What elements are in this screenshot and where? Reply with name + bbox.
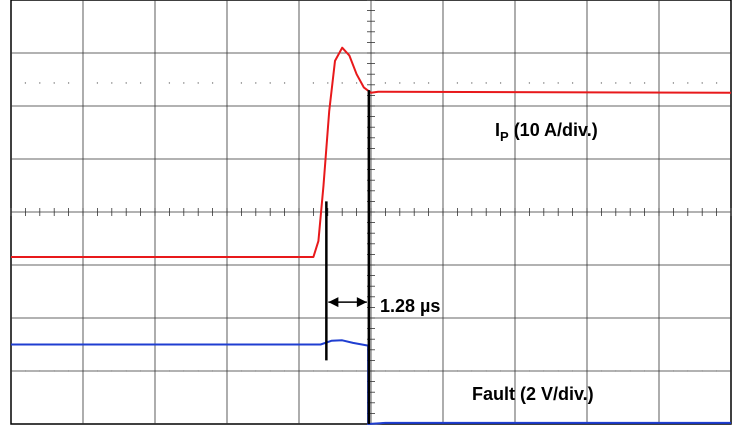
reference-dot <box>672 82 675 84</box>
reference-dot <box>571 370 574 372</box>
reference-dot <box>615 370 617 372</box>
reference-dot <box>341 370 343 372</box>
reference-dot <box>183 370 185 372</box>
reference-dot <box>456 82 459 84</box>
reference-dot <box>125 82 127 84</box>
reference-dot <box>355 370 358 372</box>
reference-dot <box>255 370 257 372</box>
reference-dot <box>168 82 171 84</box>
reference-dot <box>629 370 631 372</box>
reference-dot <box>183 82 185 84</box>
reference-dot <box>687 82 689 84</box>
reference-dot <box>53 370 55 372</box>
reference-dot <box>139 370 142 372</box>
interval-arrowhead-right <box>356 297 367 308</box>
reference-dot <box>327 82 329 84</box>
reference-dot <box>312 82 315 84</box>
reference-dot <box>24 82 27 84</box>
reference-dot <box>168 370 171 372</box>
interval-arrowhead-left <box>328 297 339 308</box>
reference-dot <box>715 370 718 372</box>
reference-dot <box>197 370 199 372</box>
reference-dot <box>96 370 99 372</box>
reference-dot <box>399 82 401 84</box>
reference-dot <box>701 370 703 372</box>
reference-dot <box>413 82 415 84</box>
reference-dot <box>312 370 315 372</box>
reference-dot <box>643 82 646 84</box>
reference-dot <box>456 370 459 372</box>
series-label-ip: IP (10 A/div.) <box>495 120 598 144</box>
reference-dot <box>341 82 343 84</box>
reference-dot <box>240 370 243 372</box>
reference-dot <box>384 82 387 84</box>
reference-dot <box>111 82 113 84</box>
series-line-fault <box>11 339 731 425</box>
reference-dot <box>528 82 531 84</box>
reference-dot <box>715 82 718 84</box>
reference-dot <box>67 370 70 372</box>
series-group <box>11 46 732 425</box>
reference-dot <box>543 370 545 372</box>
reference-dot <box>543 82 545 84</box>
reference-dot <box>528 370 531 372</box>
reference-dot <box>39 82 41 84</box>
reference-dot <box>327 370 329 372</box>
reference-dot <box>557 82 559 84</box>
reference-dot <box>96 82 99 84</box>
reference-dot <box>427 370 430 372</box>
reference-dots <box>24 82 718 372</box>
reference-dot <box>269 370 271 372</box>
reference-dot <box>211 82 214 84</box>
interval-label: 1.28 µs <box>380 296 440 316</box>
reference-dot <box>283 82 286 84</box>
reference-dot <box>615 82 617 84</box>
reference-dot <box>471 370 473 372</box>
reference-dot <box>269 82 271 84</box>
reference-dot <box>485 370 487 372</box>
reference-dot <box>471 82 473 84</box>
reference-dot <box>600 82 603 84</box>
reference-dot <box>672 370 675 372</box>
reference-dot <box>240 82 243 84</box>
reference-dot <box>571 82 574 84</box>
reference-dot <box>211 370 214 372</box>
series-label-fault: Fault (2 V/div.) <box>472 384 594 404</box>
reference-dot <box>485 82 487 84</box>
reference-dot <box>283 370 286 372</box>
reference-dot <box>643 370 646 372</box>
series-line-ip <box>11 46 732 258</box>
reference-dot <box>139 82 142 84</box>
reference-dot <box>67 82 70 84</box>
reference-dot <box>413 370 415 372</box>
reference-dot <box>600 370 603 372</box>
reference-dot <box>499 82 502 84</box>
reference-dot <box>399 370 401 372</box>
reference-dot <box>557 370 559 372</box>
reference-dot <box>384 370 387 372</box>
reference-dot <box>629 82 631 84</box>
reference-dot <box>53 82 55 84</box>
reference-dot <box>39 370 41 372</box>
reference-dot <box>687 370 689 372</box>
reference-dot <box>427 82 430 84</box>
reference-dot <box>355 82 358 84</box>
reference-dot <box>24 370 27 372</box>
reference-dot <box>197 82 199 84</box>
reference-dot <box>701 82 703 84</box>
reference-dot <box>499 370 502 372</box>
reference-dot <box>111 370 113 372</box>
reference-dot <box>125 370 127 372</box>
time-measurement <box>325 90 371 424</box>
reference-dot <box>255 82 257 84</box>
